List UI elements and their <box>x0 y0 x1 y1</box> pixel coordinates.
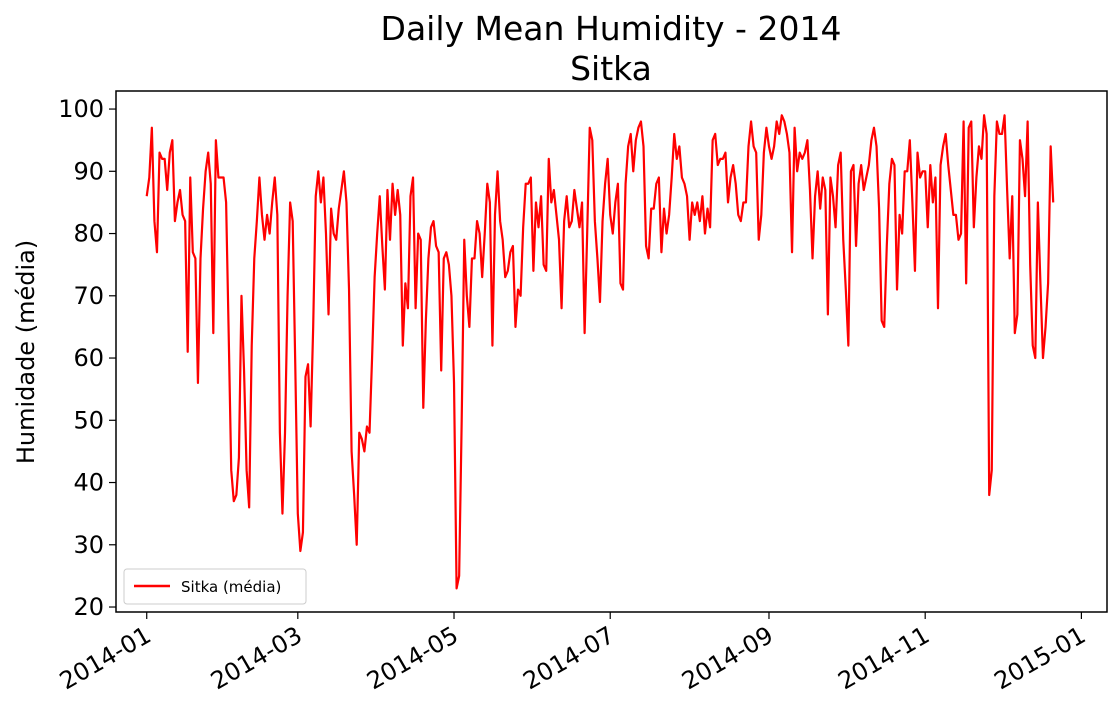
x-tick-label: 2014-11 <box>833 621 934 695</box>
y-tick-label: 20 <box>73 593 104 621</box>
legend: Sitka (média) <box>123 568 307 605</box>
legend-box <box>123 568 307 605</box>
x-tick-label: 2014-03 <box>206 621 307 695</box>
plot-area <box>115 90 1108 613</box>
x-axis: 2014-01 2014-03 2014-05 2014-07 2014-09 2014-… <box>55 612 1091 695</box>
x-tick-label: 2014-07 <box>518 621 619 695</box>
series-layer <box>145 114 1055 590</box>
y-tick-label: 70 <box>73 282 104 310</box>
y-tick-label: 40 <box>73 469 104 497</box>
x-tick-label: 2014-05 <box>362 621 463 695</box>
y-tick-label: 80 <box>73 220 104 248</box>
x-tick-label: 2015-01 <box>990 621 1091 695</box>
y-tick-label: 60 <box>73 344 104 372</box>
x-tick-label: 2014-09 <box>677 621 778 695</box>
y-tick-label: 50 <box>73 406 104 434</box>
x-tick-label: 2014-01 <box>55 621 156 695</box>
chart-subtitle: Sitka <box>570 49 652 88</box>
y-axis: 20 30 40 50 60 70 80 90 100 <box>58 95 116 621</box>
y-axis-label: Humidade (média) <box>12 240 40 464</box>
series-line <box>145 114 1055 590</box>
y-tick-label: 90 <box>73 157 104 185</box>
chart-title: Daily Mean Humidity - 2014 <box>381 9 842 48</box>
legend-label: Sitka (média) <box>181 578 281 596</box>
y-tick-label: 30 <box>73 531 104 559</box>
y-tick-label: 100 <box>58 95 104 123</box>
